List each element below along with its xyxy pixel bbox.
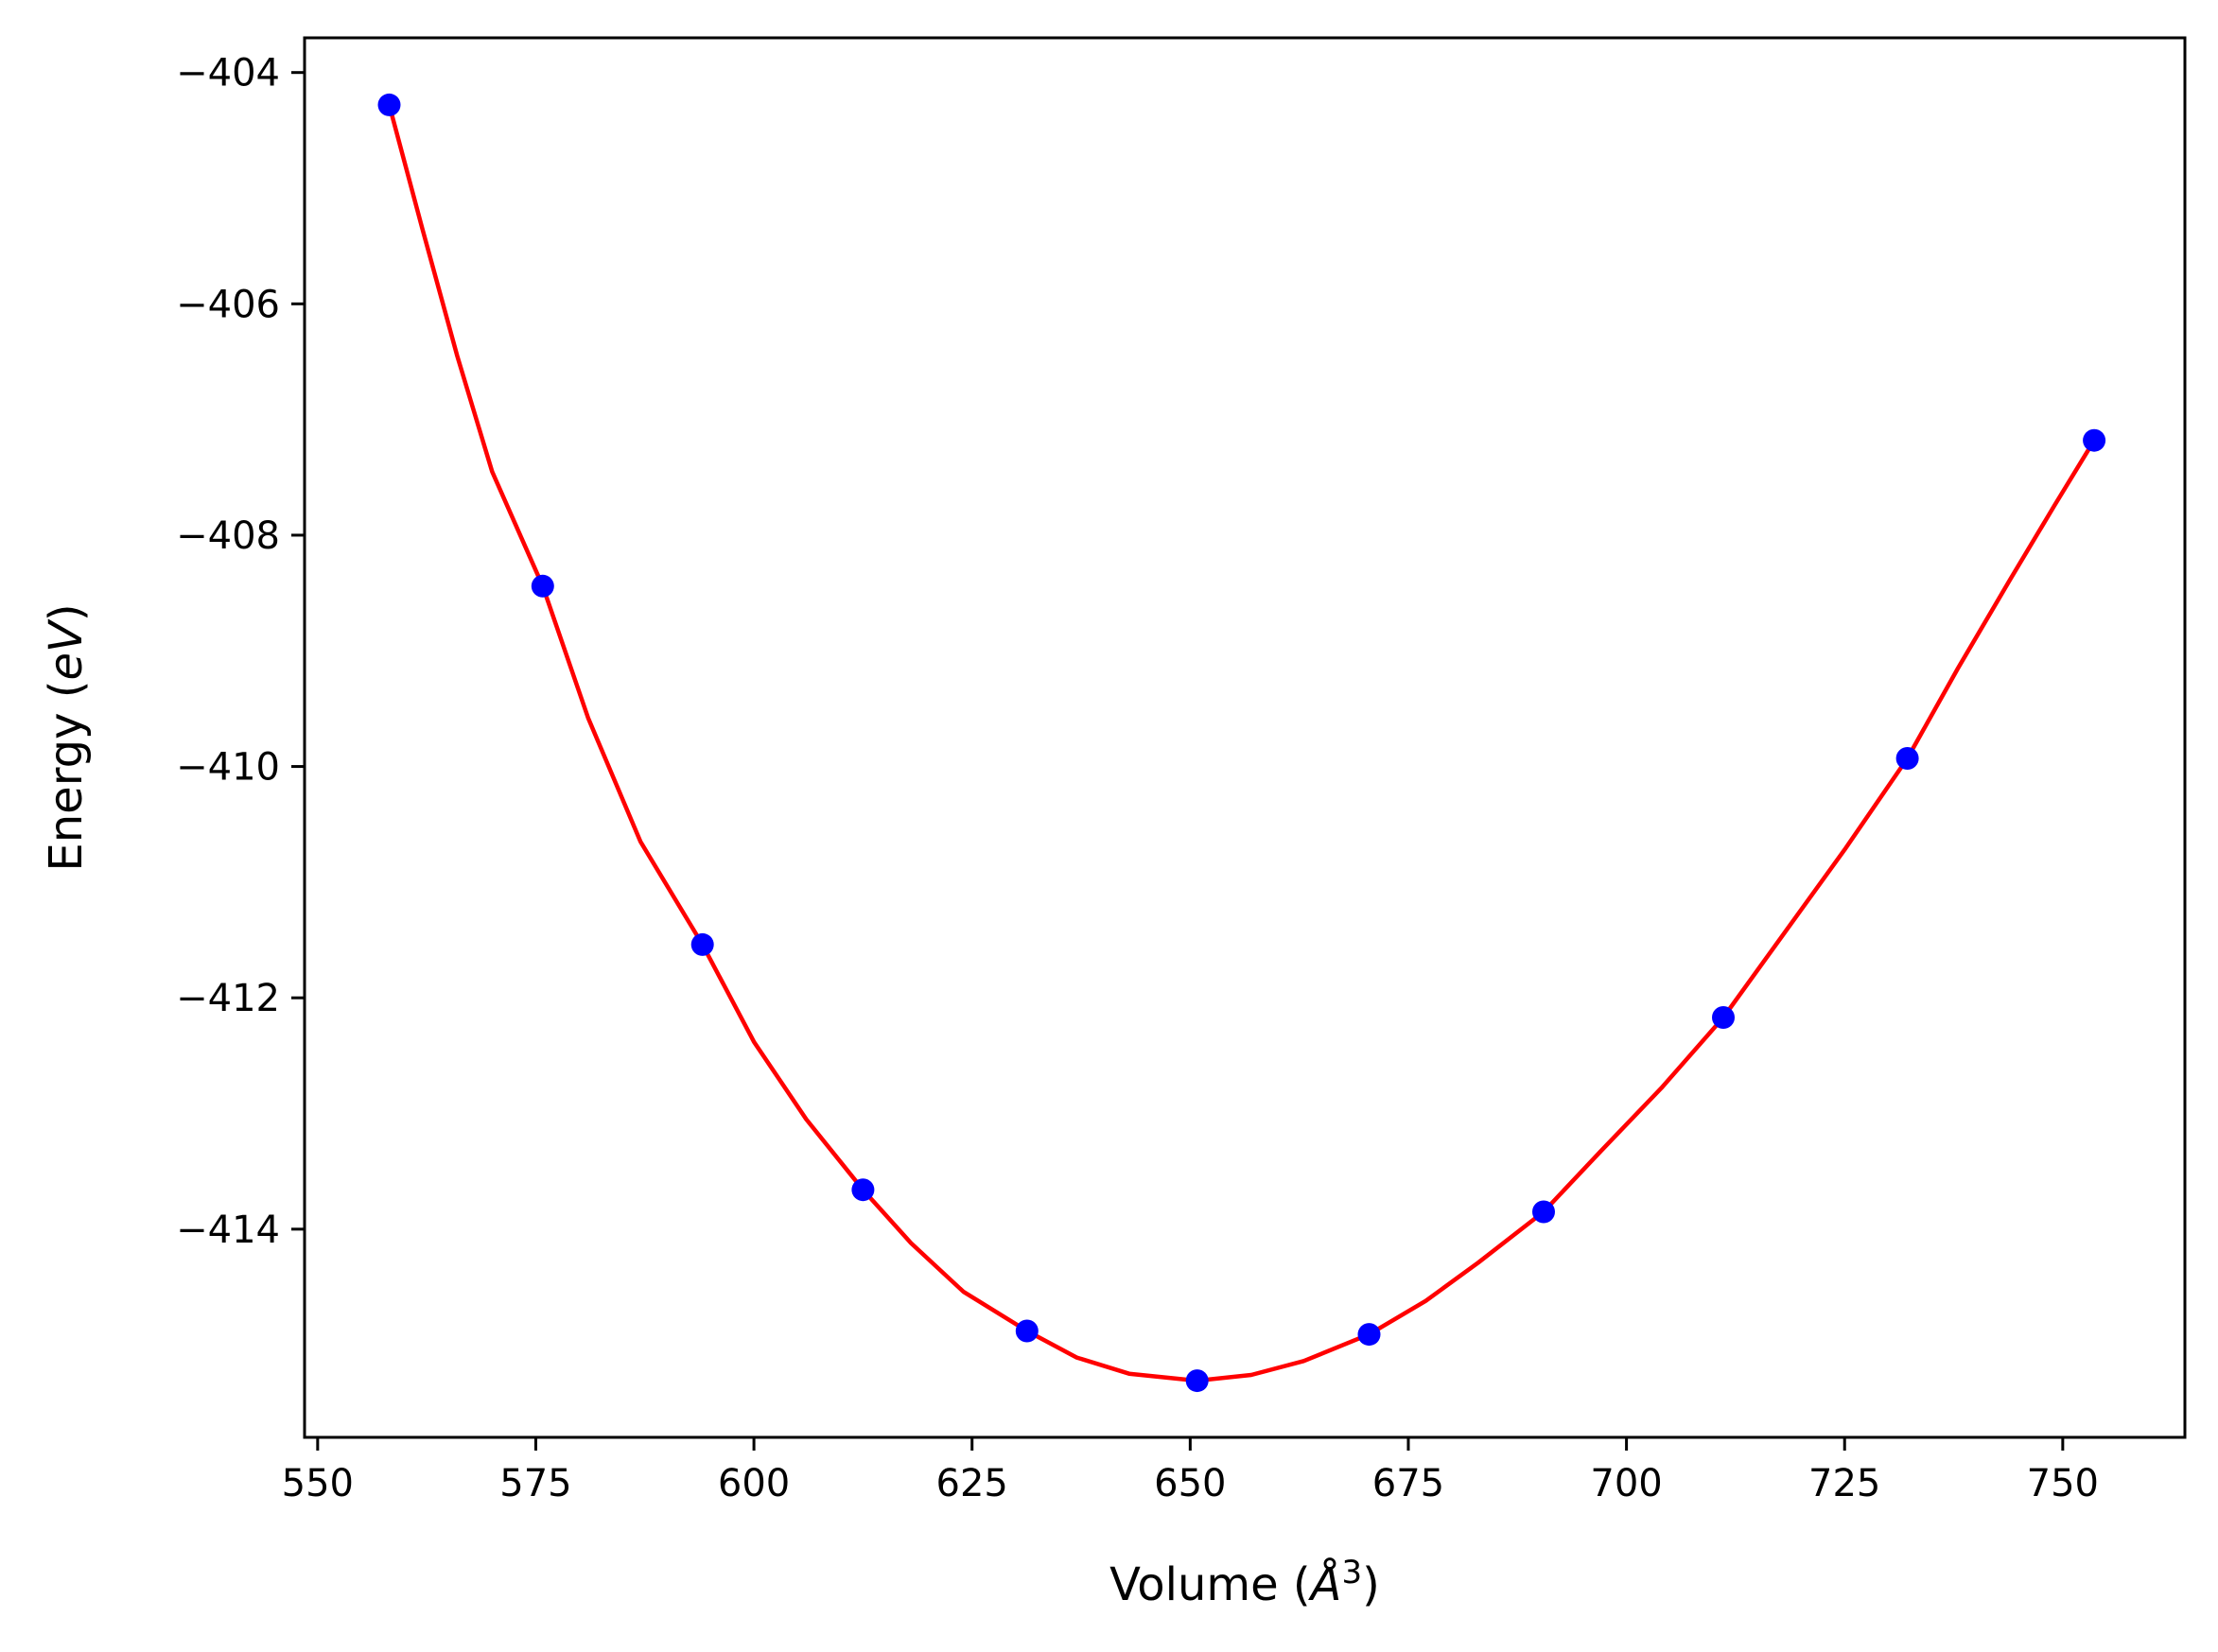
x-tick-label: 575 (499, 1462, 571, 1505)
x-tick-label: 550 (282, 1462, 354, 1505)
data-point (531, 574, 554, 598)
plot-frame (303, 36, 2187, 1439)
x-tick-label: 750 (2027, 1462, 2099, 1505)
y-tick-label: −408 (176, 514, 280, 558)
x-axis-ticks: 550 575 600 625 650 675 700 725 750 (282, 1437, 2099, 1505)
plot-area (377, 93, 2106, 1393)
data-point (1532, 1200, 1555, 1224)
x-tick-label: 725 (1808, 1462, 1880, 1505)
y-tick-label: −414 (176, 1209, 280, 1252)
data-point (1185, 1369, 1209, 1393)
x-tick-label: 600 (718, 1462, 790, 1505)
x-axis-label: Volume (Å3) (1109, 1554, 1380, 1611)
data-point (1357, 1323, 1381, 1347)
data-point (1015, 1319, 1039, 1343)
x-tick-label: 700 (1590, 1462, 1662, 1505)
data-point (1712, 1006, 1735, 1029)
data-point (690, 932, 714, 956)
data-point (1895, 747, 1919, 770)
data-point (377, 93, 401, 116)
y-axis-label: Energy (eV) (40, 603, 93, 871)
y-tick-label: −404 (176, 52, 280, 96)
y-axis-ticks: −404 −406 −408 −410 −412 −414 (176, 52, 305, 1252)
y-tick-label: −406 (176, 283, 280, 326)
y-tick-label: −410 (176, 746, 280, 790)
data-point (2083, 428, 2106, 452)
x-tick-label: 650 (1154, 1462, 1226, 1505)
x-tick-label: 675 (1372, 1462, 1444, 1505)
y-tick-label: −412 (176, 977, 280, 1020)
data-point (851, 1178, 875, 1202)
x-tick-label: 625 (936, 1462, 1008, 1505)
